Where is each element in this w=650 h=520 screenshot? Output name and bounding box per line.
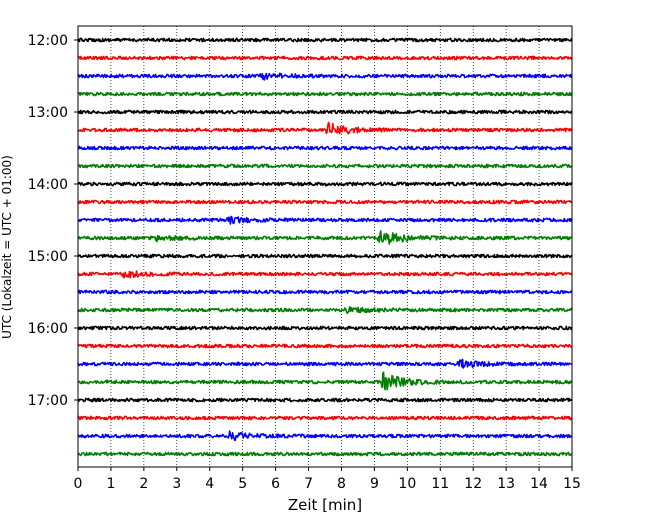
x-tick-label: 15 bbox=[563, 476, 581, 492]
seismogram-trace bbox=[77, 343, 573, 349]
y-tick-label: 13:00 bbox=[28, 105, 68, 121]
seismogram-trace bbox=[77, 397, 573, 403]
plot-frame bbox=[77, 25, 573, 468]
seismogram-trace bbox=[77, 145, 573, 151]
seismogram-trace bbox=[77, 72, 573, 81]
seismogram-trace bbox=[77, 415, 573, 421]
x-tick-label: 2 bbox=[139, 476, 148, 492]
seismogram-trace bbox=[77, 451, 573, 457]
x-tick-label: 11 bbox=[431, 476, 449, 492]
seismogram-trace bbox=[77, 163, 573, 169]
x-tick-label: 3 bbox=[172, 476, 181, 492]
y-tick-label: 17:00 bbox=[28, 393, 68, 409]
x-tick-label: 13 bbox=[497, 476, 515, 492]
x-tick-label: 10 bbox=[398, 476, 416, 492]
x-tick-label: 1 bbox=[106, 476, 115, 492]
seismogram-trace bbox=[77, 121, 573, 135]
seismogram-trace bbox=[77, 306, 573, 314]
seismogram-trace bbox=[77, 270, 573, 279]
x-tick-label: 4 bbox=[205, 476, 214, 492]
x-tick-label: 0 bbox=[74, 476, 83, 492]
x-tick-label: 8 bbox=[337, 476, 346, 492]
seismogram-trace bbox=[77, 91, 573, 97]
seismogram-trace bbox=[77, 325, 573, 331]
x-tick-label: 9 bbox=[370, 476, 379, 492]
y-tick-label: 14:00 bbox=[28, 177, 68, 193]
x-axis-ticks: 0 1 2 3 4 5 6 7 8 9 10 11 12 13 14 15 bbox=[74, 467, 581, 492]
seismogram-trace bbox=[77, 215, 573, 225]
x-axis-label: Zeit [min] bbox=[288, 496, 362, 514]
seismogram-trace bbox=[77, 199, 573, 205]
y-tick-label: 15:00 bbox=[28, 249, 68, 265]
y-tick-label: 12:00 bbox=[28, 33, 68, 49]
x-tick-label: 14 bbox=[530, 476, 548, 492]
y-axis-label: UTC (Lokalzeit = UTC + 01:00) bbox=[0, 155, 14, 339]
seismogram-trace bbox=[77, 430, 573, 442]
seismogram-trace bbox=[77, 253, 573, 259]
seismogram-trace bbox=[77, 55, 573, 61]
y-tick-label: 16:00 bbox=[28, 321, 68, 337]
seismogram-trace bbox=[77, 358, 573, 369]
seismogram-trace bbox=[77, 37, 573, 43]
seismogram-trace bbox=[77, 109, 573, 115]
seismogram-traces bbox=[77, 37, 573, 457]
x-tick-label: 12 bbox=[464, 476, 482, 492]
seismogram-trace bbox=[77, 371, 573, 391]
y-axis-ticks: 12:00 13:00 14:00 15:00 16:00 17:00 bbox=[28, 33, 78, 409]
seismogram-trace bbox=[77, 230, 573, 245]
seismogram-trace bbox=[77, 289, 573, 295]
seismogram-trace bbox=[77, 181, 573, 187]
x-tick-label: 7 bbox=[304, 476, 313, 492]
x-tick-label: 6 bbox=[271, 476, 280, 492]
x-tick-label: 5 bbox=[238, 476, 247, 492]
